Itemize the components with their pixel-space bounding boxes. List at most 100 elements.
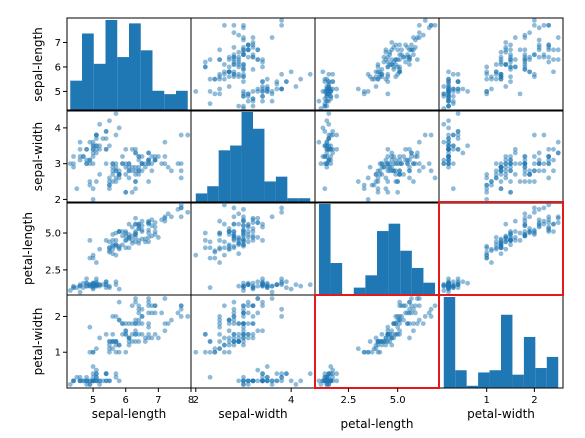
scatter-point <box>324 151 329 156</box>
scatter-point <box>322 77 327 82</box>
scatter-point <box>212 250 217 255</box>
scatter-point <box>251 321 256 326</box>
scatter-point <box>441 161 446 166</box>
scatter-point <box>546 55 551 60</box>
scatter-point <box>391 321 396 326</box>
scatter-point <box>162 321 167 326</box>
scatter-point <box>217 47 222 52</box>
scatter-point <box>385 179 390 184</box>
scatter-point <box>107 285 112 290</box>
scatter-point <box>232 332 237 337</box>
scatter-point <box>133 332 138 337</box>
scatter-point <box>413 154 418 159</box>
scatter-point <box>84 276 89 281</box>
scatter-point <box>503 84 508 89</box>
scatter-point <box>270 99 275 104</box>
scatter-point <box>123 147 128 152</box>
scatter-point <box>446 118 451 123</box>
scatter-point <box>551 168 556 173</box>
scatter-point <box>185 133 190 138</box>
scatter-point <box>503 237 508 242</box>
scatter-point <box>255 220 260 225</box>
scatter-point <box>236 72 241 77</box>
scatter-point <box>251 35 256 40</box>
scatter-point <box>251 238 256 243</box>
scatter-point <box>208 375 213 380</box>
scatter-point <box>499 168 504 173</box>
scatter-point <box>356 87 361 92</box>
histogram-bar <box>501 315 512 388</box>
x-tick-label: 2 <box>531 395 537 406</box>
scatter-point <box>123 172 128 177</box>
scatter-point <box>522 234 527 239</box>
scatter-point <box>159 310 164 315</box>
scatter-point <box>117 287 122 292</box>
scatter-point <box>484 176 489 181</box>
scatter-point <box>532 168 537 173</box>
histogram-bar <box>276 177 287 203</box>
scatter-point <box>133 168 138 173</box>
scatter-point <box>446 77 451 82</box>
scatter-point <box>334 371 339 376</box>
scatter-point <box>407 168 412 173</box>
scatter-point <box>324 89 329 94</box>
scatter-point <box>246 303 251 308</box>
scatter-point <box>222 23 227 28</box>
scatter-point <box>451 161 456 166</box>
scatter-point <box>546 147 551 152</box>
scatter-point <box>110 332 115 337</box>
scatter-point <box>284 79 289 84</box>
scatter-point <box>413 303 418 308</box>
scatter-point <box>107 176 112 181</box>
scatter-point <box>395 57 400 62</box>
scatter-point <box>522 216 527 221</box>
scatter-point <box>71 154 76 159</box>
scatter-point <box>522 211 527 216</box>
scatter-point <box>522 161 527 166</box>
scatter-point <box>208 339 213 344</box>
scatter-point <box>241 328 246 333</box>
scatter-point <box>499 179 504 184</box>
scatter-point <box>508 79 513 84</box>
scatter-point <box>322 129 327 134</box>
scatter-point <box>222 69 227 74</box>
scatter-point <box>446 99 451 104</box>
scatter-point <box>522 55 527 60</box>
panel-petal-length-vs-petal-width <box>439 202 563 295</box>
scatter-point <box>133 186 138 191</box>
scatter-point <box>146 235 151 240</box>
scatter-point <box>499 244 504 249</box>
scatter-point <box>378 72 383 77</box>
scatter-point <box>104 371 109 376</box>
scatter-point <box>127 343 132 348</box>
histogram-bar <box>455 370 466 388</box>
panel-sepal-width-vs-petal-length <box>315 110 439 203</box>
scatter-point <box>91 143 96 148</box>
scatter-point <box>232 206 237 211</box>
scatter-point <box>522 35 527 40</box>
scatter-point <box>236 284 241 289</box>
scatter-point <box>107 343 112 348</box>
scatter-point <box>114 339 119 344</box>
scatter-point <box>513 229 518 234</box>
scatter-point <box>169 214 174 219</box>
scatter-point <box>537 43 542 48</box>
scatter-point <box>87 238 92 243</box>
scatter-point <box>217 219 222 224</box>
scatter-point <box>409 151 414 156</box>
scatter-point <box>241 223 246 228</box>
scatter-point <box>484 250 489 255</box>
scatter-point <box>208 245 213 250</box>
scatter-point <box>255 216 260 221</box>
scatter-point <box>383 50 388 55</box>
scatter-point <box>104 129 109 134</box>
scatter-point <box>193 350 198 355</box>
scatter-point <box>208 57 213 62</box>
scatter-point <box>456 111 461 116</box>
scatter-point <box>503 161 508 166</box>
scatter-point <box>551 229 556 234</box>
scatter-point <box>508 158 513 163</box>
scatter-point <box>241 67 246 72</box>
histogram-bar <box>478 372 489 388</box>
scatter-point <box>179 133 184 138</box>
